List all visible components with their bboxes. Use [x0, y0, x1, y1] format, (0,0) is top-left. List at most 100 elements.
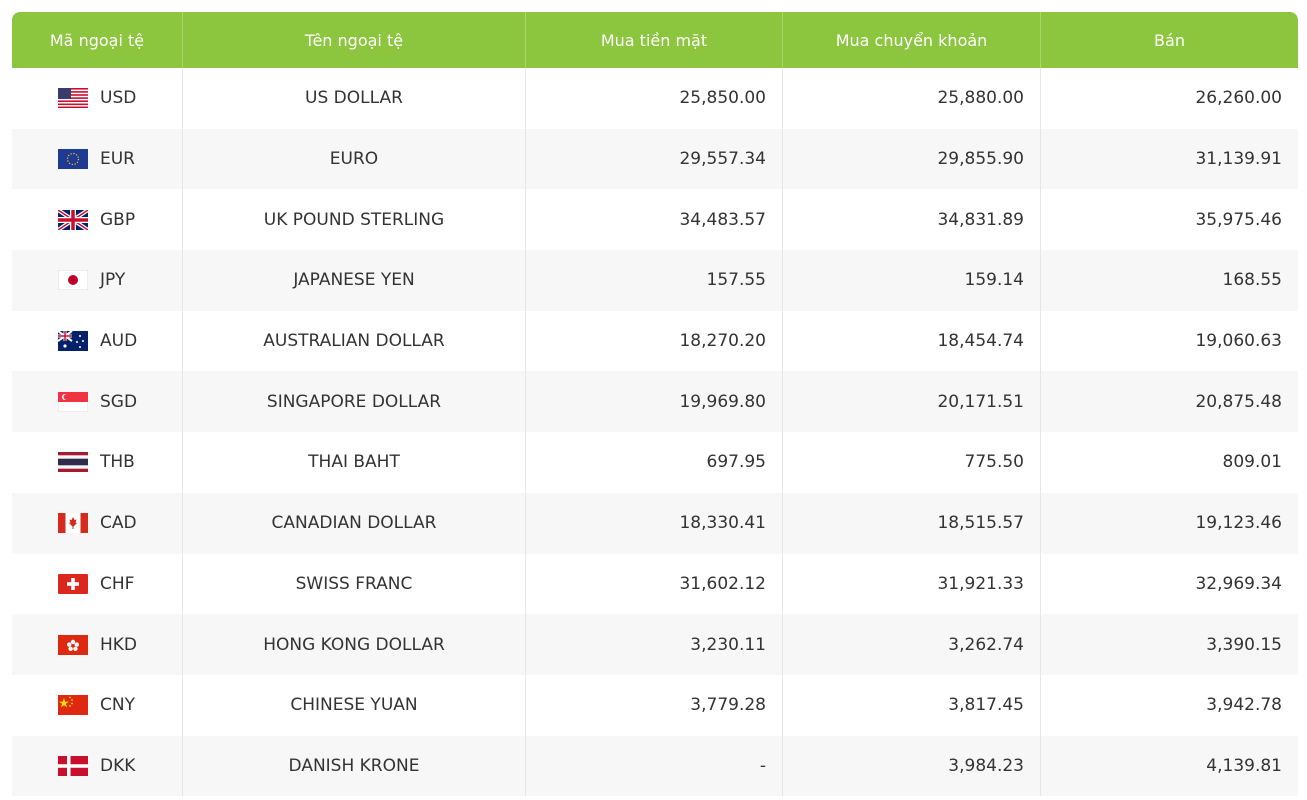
- flag-icon: [57, 330, 88, 352]
- rate-value: 20,171.51: [783, 371, 1041, 433]
- currency-code: EUR: [100, 149, 135, 170]
- rate-value: 168.55: [1041, 250, 1298, 311]
- flag-icon: [57, 391, 89, 413]
- header-row: Mã ngoại tệ Tên ngoại tệ Mua tiền mặt Mua c…: [12, 12, 1298, 68]
- currency-code-cell: DKK: [12, 735, 183, 797]
- currency-name: HONG KONG DOLLAR: [183, 614, 526, 675]
- rate-value: 809.01: [1222, 452, 1282, 473]
- flag-icon: [58, 634, 88, 655]
- rate-value: 3,984.23: [783, 735, 1041, 797]
- rate-value: 3,390.15: [1041, 614, 1298, 675]
- flag-icon: [58, 452, 88, 473]
- rate-value: 3,942.78: [1206, 695, 1282, 716]
- rate-value: 3,779.28: [526, 674, 783, 736]
- rate-value: 18,330.41: [526, 492, 783, 554]
- rate-value: 18,515.57: [783, 492, 1041, 554]
- currency-code-cell: CHF: [12, 553, 183, 615]
- flag-icon: [56, 208, 90, 232]
- rate-value: 19,123.46: [1041, 492, 1298, 554]
- rate-value: 3,230.11: [526, 614, 783, 675]
- rate-table-wrapper: Mã ngoại tệ Tên ngoại tệ Mua tiền mặt Mua c…: [12, 12, 1298, 797]
- rate-row: HKD HONG KONG DOLLAR 3,230.11 3,262.74 3,390…: [12, 614, 1298, 675]
- rate-value: 31,602.12: [526, 553, 783, 615]
- currency-name: UK POUND STERLING: [183, 189, 526, 251]
- column-header: Mã ngoại tệ: [12, 12, 183, 68]
- flag-icon: [58, 755, 88, 776]
- currency-code: GBP: [100, 209, 136, 230]
- currency-name: THAI BAHT: [183, 432, 526, 493]
- currency-name: US DOLLAR: [183, 68, 526, 129]
- rate-value: 31,139.91: [1041, 128, 1298, 190]
- currency-code-cell: THB: [12, 432, 183, 493]
- rate-value: 19,060.63: [1195, 331, 1282, 352]
- rate-value: 157.55: [526, 250, 783, 311]
- flag-icon: [58, 695, 88, 716]
- rate-value: 34,483.57: [526, 189, 783, 251]
- currency-code: THB: [100, 452, 135, 473]
- exchange-rate-table: Mã ngoại tệ Tên ngoại tệ Mua tiền mặt Mua c…: [12, 12, 1298, 797]
- currency-code-cell: SGD: [12, 371, 183, 433]
- flag-icon: [58, 513, 88, 534]
- currency-name: CANADIAN DOLLAR: [183, 492, 526, 554]
- currency-name: DANISH KRONE: [183, 735, 526, 797]
- currency-code-cell: CAD: [12, 492, 183, 554]
- rate-row: SGD SINGAPORE DOLLAR 19,969.80 20,171.51 20,…: [12, 371, 1298, 433]
- currency-name: JAPANESE YEN: [183, 250, 526, 311]
- currency-name: EURO: [183, 128, 526, 190]
- rate-value: 20,875.48: [1041, 371, 1298, 433]
- flag-icon: [57, 269, 89, 291]
- rate-row: CAD CANADIAN DOLLAR 18,330.41 18,515.57 19,1…: [12, 492, 1298, 554]
- currency-code-cell: GBP: [12, 189, 183, 251]
- currency-code-cell: EUR: [12, 128, 183, 190]
- currency-name: SWISS FRANC: [183, 553, 526, 615]
- currency-code-cell: CNY: [12, 674, 183, 736]
- rate-value: 4,139.81: [1041, 735, 1298, 797]
- rate-value: 775.50: [783, 432, 1041, 493]
- rate-value: 19,969.80: [526, 371, 783, 433]
- rate-value: 29,855.90: [783, 128, 1041, 190]
- currency-code-cell: USD: [12, 68, 183, 129]
- rate-row: DKK DANISH KRONE -3,984.23 4,139.81: [12, 735, 1298, 797]
- currency-code-cell: JPY: [12, 250, 183, 311]
- rate-value: 159.14: [783, 250, 1041, 311]
- currency-code: CHF: [100, 573, 135, 594]
- rate-row: GBP UK POUND STERLING 34,483.57 34,831.89 35…: [12, 189, 1298, 251]
- rate-value: 26,260.00: [1195, 88, 1282, 109]
- column-header: Bán: [1041, 12, 1298, 68]
- currency-code-cell: HKD: [12, 614, 183, 675]
- column-header: Mua tiền mặt: [526, 12, 783, 68]
- rate-value: 697.95: [526, 432, 783, 493]
- currency-code: USD: [100, 88, 137, 109]
- currency-name: SINGAPORE DOLLAR: [183, 371, 526, 433]
- rate-row: THB THAI BAHT 697.95 775.50 809.01: [12, 432, 1298, 493]
- currency-name: CHINESE YUAN: [183, 674, 526, 736]
- rate-row: USD US DOLLAR 25,850.00 25,880.00 26,260.00: [12, 68, 1298, 129]
- rate-row: AUD AUSTRALIAN DOLLAR 18,270.20 18,454.74 19…: [12, 310, 1298, 372]
- currency-code-cell: AUD: [12, 310, 183, 372]
- currency-name: AUSTRALIAN DOLLAR: [183, 310, 526, 372]
- currency-code: DKK: [100, 755, 136, 776]
- flag-icon: [58, 573, 88, 594]
- rate-row: EUR EURO 29,557.34 29,855.90 31,139.91: [12, 128, 1298, 190]
- rate-value: 29,557.34: [526, 128, 783, 190]
- rate-value: 25,880.00: [783, 68, 1041, 129]
- flag-icon: [58, 88, 88, 109]
- currency-code: AUD: [100, 331, 138, 352]
- rate-value: 3,262.74: [783, 614, 1041, 675]
- column-header: Mua chuyển khoản: [783, 12, 1041, 68]
- currency-code: CNY: [100, 695, 135, 716]
- flag-icon: [58, 149, 88, 170]
- column-header: Tên ngoại tệ: [183, 12, 526, 68]
- currency-code: HKD: [100, 634, 138, 655]
- rate-value: 18,454.74: [783, 310, 1041, 372]
- rate-row: CHF SWISS FRANC 31,602.12 31,921.33 32,969.3…: [12, 553, 1298, 615]
- currency-code: SGD: [100, 391, 138, 412]
- rate-value: 25,850.00: [526, 68, 783, 129]
- currency-code: JPY: [100, 270, 126, 291]
- rate-row: CNY CHINESE YUAN 3,779.28 3,817.45 3,942.78: [12, 674, 1298, 736]
- table-body: USD US DOLLAR 25,850.00 25,880.00 26,260.00 E…: [12, 68, 1298, 797]
- rate-value: 31,921.33: [783, 553, 1041, 615]
- rate-value: 35,975.46: [1195, 209, 1282, 230]
- currency-code: CAD: [100, 513, 137, 534]
